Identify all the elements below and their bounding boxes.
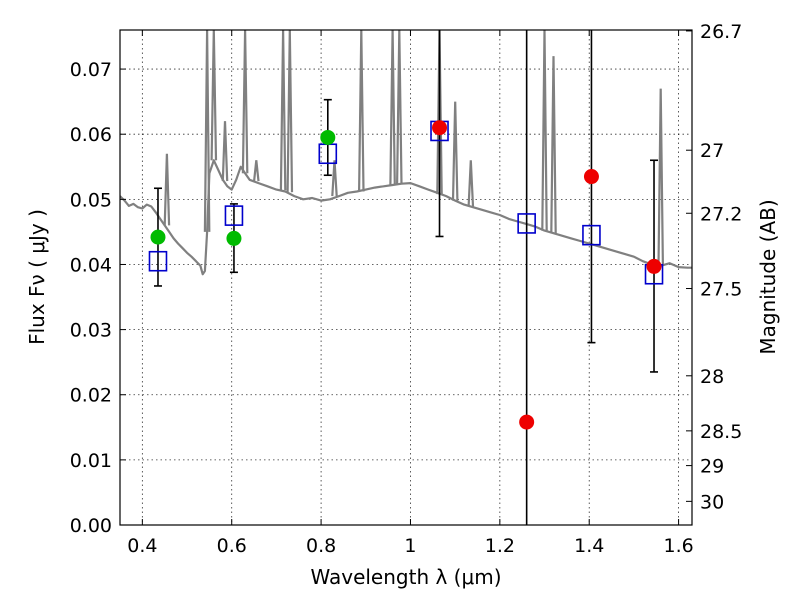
emission-line — [467, 160, 475, 207]
photometry-markers — [148, 120, 664, 430]
emission-line — [550, 56, 557, 234]
observed-photometry-point — [150, 229, 166, 245]
y2-tick-label: 29 — [700, 456, 724, 478]
grid-layer — [120, 30, 692, 526]
observed-photometry-point — [646, 258, 662, 274]
x-axis-label: Wavelength λ (μm) — [310, 565, 501, 589]
y-tick-label: 0.00 — [70, 515, 112, 537]
y-tick-label: 0.07 — [70, 59, 112, 81]
model-spectrum — [120, 30, 692, 276]
emission-line — [541, 30, 548, 231]
model-photometry-square — [148, 250, 168, 272]
emission-line — [279, 30, 287, 191]
y2-tick-label: 30 — [700, 491, 724, 513]
y-axis-label: Flux Fν ( μJy ) — [25, 209, 49, 345]
observed-photometry-point — [583, 169, 599, 185]
spectrum-continuum — [120, 159, 692, 276]
observed-photometry-point — [519, 414, 535, 430]
emission-line — [396, 30, 403, 185]
model-photometry-square — [582, 224, 601, 246]
y2-tick-label: 27.2 — [700, 203, 742, 225]
x-tick-label: 1.2 — [485, 535, 515, 557]
emission-line — [389, 30, 396, 186]
x-tick-label: 0.8 — [306, 535, 336, 557]
observed-photometry-point — [320, 129, 336, 145]
observed-photometry-point — [432, 120, 448, 136]
emission-line — [436, 30, 443, 195]
emission-line — [203, 30, 211, 232]
error-bars — [153, 30, 659, 525]
x-tick-label: 1.6 — [663, 535, 693, 557]
y-tick-label: 0.04 — [70, 254, 112, 276]
x-tick-label: 1 — [404, 535, 416, 557]
observed-photometry-point — [226, 230, 242, 246]
y-tick-label: 0.02 — [70, 385, 112, 407]
y-tick-label: 0.01 — [70, 450, 112, 472]
y2-tick-label: 28.5 — [700, 421, 742, 443]
y-tick-label: 0.05 — [70, 189, 112, 211]
y2-tick-label: 26.7 — [700, 21, 742, 43]
emission-line — [657, 88, 664, 266]
axis-ticks: 0.4 0.6 0.8 1 1.2 1.4 1.6 0.00 0.01 0.02 0.03 0.04 0… — [70, 21, 743, 557]
y2-tick-label: 28 — [700, 366, 724, 388]
x-tick-label: 0.4 — [127, 535, 157, 557]
y-tick-label: 0.03 — [70, 320, 112, 342]
y2-tick-label: 27 — [700, 140, 724, 162]
emission-line — [241, 30, 249, 174]
emission-line — [210, 30, 218, 161]
emission-line — [358, 30, 365, 192]
emission-line — [163, 153, 171, 226]
y2-tick-label: 27.5 — [700, 279, 742, 301]
x-tick-label: 0.6 — [217, 535, 247, 557]
emission-line — [451, 101, 459, 201]
y-tick-label: 0.06 — [70, 124, 112, 146]
model-photometry-square — [517, 213, 536, 234]
emission-line — [331, 160, 338, 197]
emission-line — [286, 30, 294, 193]
plot-frame — [119, 29, 693, 526]
model-photometry-square — [224, 205, 244, 226]
emission-line — [253, 160, 260, 182]
y2-axis-label: Magnitude (AB) — [756, 199, 780, 354]
emission-line — [221, 121, 229, 182]
x-tick-label: 1.4 — [574, 535, 604, 557]
